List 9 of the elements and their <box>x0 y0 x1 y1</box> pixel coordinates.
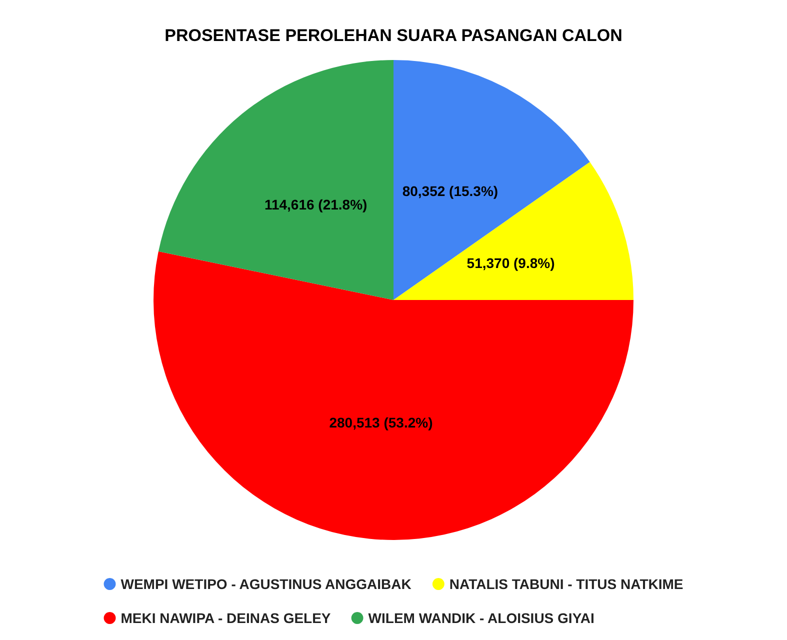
legend-label: MEKI NAWIPA - DEINAS GELEY <box>120 610 332 626</box>
data-label: 114,616 (21.8%) <box>264 196 368 213</box>
legend-label: WILEM WANDIK - ALOISIUS GIYAI <box>368 610 594 626</box>
legend-label: WEMPI WETIPO - AGUSTINUS ANGGAIBAK <box>120 576 412 592</box>
data-label: 80,352 (15.3%) <box>402 182 498 199</box>
data-label: 51,370 (9.8%) <box>466 254 555 271</box>
legend-label: NATALIS TABUNI - TITUS NATKIME <box>449 576 684 592</box>
data-label: 280,513 (53.2%) <box>329 414 433 430</box>
chart-title: PROSENTASE PEROLEHAN SUARA PASANGAN CALON <box>164 26 622 45</box>
